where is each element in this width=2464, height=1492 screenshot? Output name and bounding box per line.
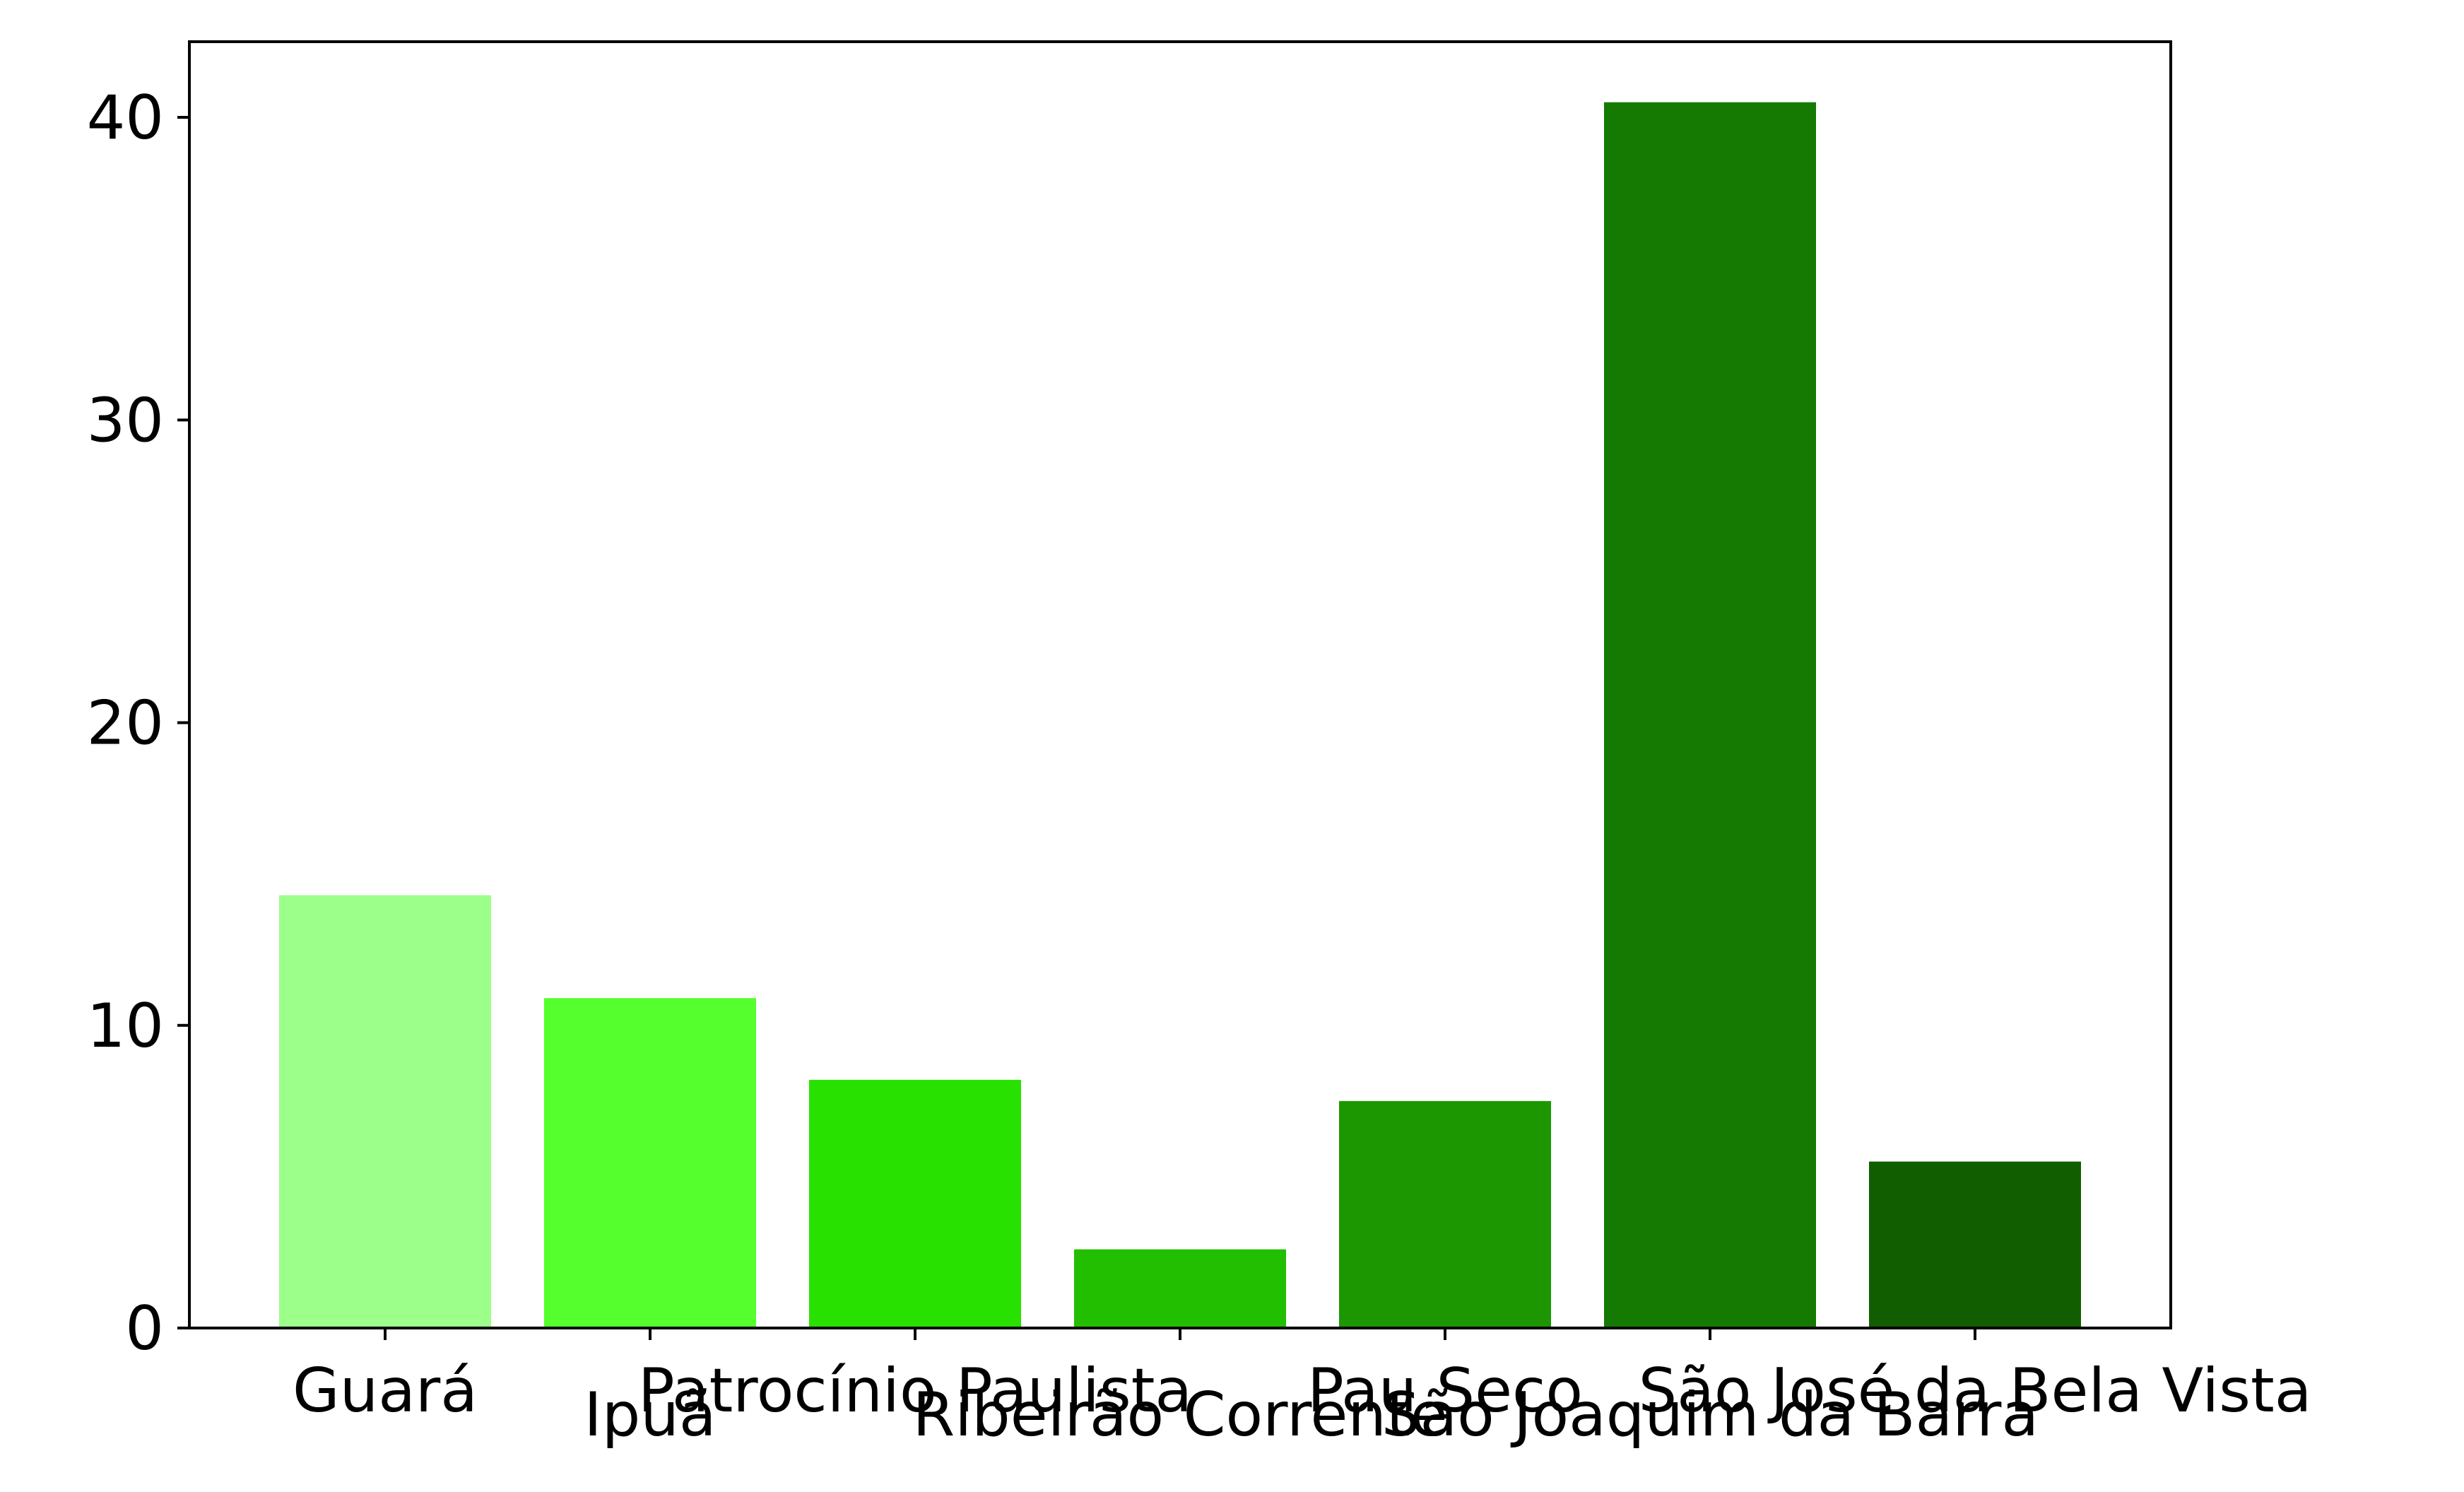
x-tick-label: Ribeirão Corrente (912, 1380, 1447, 1450)
y-tick-label: 40 (87, 83, 164, 153)
x-tick-label: Patrocínio Paulista (638, 1356, 1192, 1426)
y-tick-label: 0 (125, 1293, 164, 1364)
bar-5 (1604, 102, 1816, 1328)
bar-4 (1339, 1100, 1551, 1328)
bar-2 (809, 1079, 1021, 1328)
bar-3 (1074, 1249, 1286, 1328)
bars-group (279, 102, 2081, 1328)
bar-1 (544, 998, 756, 1328)
y-axis: 0 10 20 30 40 (87, 83, 189, 1364)
x-tick-label: São Joaquim da Barra (1381, 1380, 2039, 1450)
x-tick-label: Pau Seco (1307, 1356, 1583, 1426)
bar-0 (279, 895, 491, 1328)
y-tick-label: 20 (87, 688, 164, 759)
x-tick-label: São José da Bela Vista (1639, 1356, 2312, 1426)
x-tick-label: Ipuã (584, 1380, 716, 1450)
y-tick-label: 30 (87, 385, 164, 456)
x-tick-label: Guará (293, 1356, 478, 1426)
bar-6 (1869, 1161, 2081, 1328)
y-tick-label: 10 (87, 991, 164, 1062)
